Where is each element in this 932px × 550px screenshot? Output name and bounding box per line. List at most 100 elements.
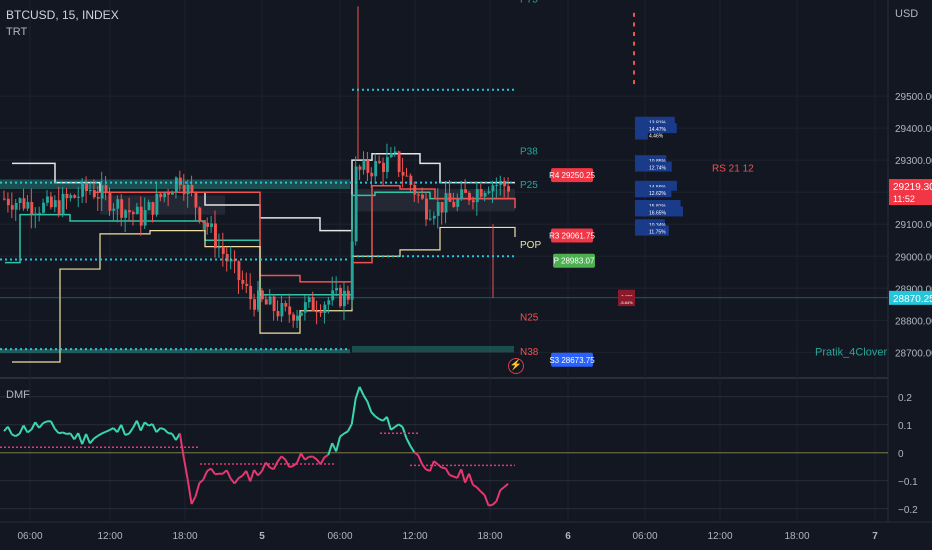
level-lines	[0, 88, 888, 351]
dmf-segment	[34, 421, 40, 429]
axes: 29500.0029400.0029300.0029200.0029100.00…	[17, 92, 932, 542]
candle-body	[335, 287, 339, 291]
dmf-segment	[198, 478, 204, 484]
volume-bar	[635, 200, 681, 211]
candle-body	[323, 304, 327, 313]
volume-label: 11.75%	[649, 230, 666, 236]
candle-body	[425, 198, 428, 220]
dmf-segment	[26, 428, 32, 434]
candle-body	[112, 208, 116, 211]
dmf-title[interactable]: DMF	[6, 389, 30, 401]
symbol-title[interactable]: BTCUSD, 15, INDEX	[6, 8, 119, 22]
dmf-segment	[350, 398, 357, 425]
pivot-label: P38	[520, 147, 538, 158]
candle-body	[280, 303, 284, 317]
profile-tick	[633, 41, 635, 46]
candle-body	[452, 201, 456, 207]
price-tick: 28700.00	[895, 348, 932, 359]
dmf-segment	[327, 442, 334, 456]
dmf-segment	[11, 433, 17, 438]
side-label: RS 21 12	[712, 163, 754, 174]
dmf-segment	[81, 433, 87, 445]
dmf-segment	[124, 432, 130, 436]
dmf-segment	[139, 421, 146, 432]
profile-tick	[633, 80, 635, 85]
currency-label: USD	[895, 8, 919, 20]
volume-bar	[635, 161, 672, 172]
candle-body	[249, 285, 253, 300]
flag-box	[551, 352, 593, 367]
candle-body	[6, 198, 10, 206]
price-tick: 29100.00	[895, 220, 932, 231]
candle-body	[96, 197, 100, 199]
candle-body	[202, 220, 206, 223]
price-tick: 28800.00	[895, 316, 932, 327]
volume-label: 16.65%	[649, 210, 667, 216]
candle-body	[268, 296, 272, 305]
candle-body	[49, 196, 53, 208]
candle-body	[206, 222, 210, 227]
volume-label: 12.62%	[649, 191, 667, 197]
candle-body	[92, 190, 96, 198]
candle-body	[397, 151, 401, 172]
price-tag	[889, 290, 932, 305]
watermark: Pratik_4Clover	[815, 347, 887, 359]
dmf-segment	[335, 436, 342, 452]
candle-body	[100, 185, 104, 199]
dmf-segment	[85, 433, 91, 444]
dmf-segment	[460, 468, 467, 483]
candle-body	[253, 299, 256, 310]
candle-body	[276, 311, 280, 317]
dmf-segment	[296, 452, 302, 464]
dmf-segment	[171, 433, 177, 441]
volume-label: 14.47%	[649, 127, 667, 133]
candle-body	[331, 290, 335, 301]
candle-body	[288, 306, 292, 315]
candle-body	[174, 177, 178, 193]
profile-tick	[633, 22, 635, 27]
dmf-segment	[163, 428, 169, 434]
dmf-segment	[483, 494, 490, 506]
candle-body	[22, 198, 26, 209]
dmf-segment	[495, 489, 502, 502]
dmf-segment	[409, 445, 416, 453]
candle-body	[116, 199, 120, 209]
volume-bar	[635, 206, 683, 217]
candle-body	[327, 300, 331, 305]
candle-body	[159, 193, 163, 198]
candle-body	[393, 151, 397, 154]
dmf-segment	[480, 490, 486, 496]
time-tick: 12:00	[707, 531, 732, 542]
candle-body	[108, 192, 112, 211]
candle-body	[307, 297, 311, 303]
candle-body	[30, 202, 34, 215]
lightning-icon[interactable]: ⚡	[508, 358, 524, 374]
time-tick: 12:00	[97, 531, 122, 542]
candle-body	[120, 199, 124, 218]
dmf-segment	[464, 473, 470, 484]
volume-bar	[635, 219, 665, 230]
yellow-line	[12, 226, 516, 363]
candle-body	[417, 194, 421, 196]
candle-body	[405, 175, 409, 177]
dmf-segment	[190, 496, 197, 505]
candle-body	[57, 200, 61, 214]
dmf-segment	[22, 424, 29, 433]
indicator-title[interactable]: TRT	[6, 26, 28, 38]
price-tag-text: 29219.30	[893, 182, 932, 193]
flag-text: S3 28673.75	[549, 356, 595, 365]
candle-body	[479, 189, 483, 197]
candle-body	[210, 223, 214, 227]
dmf-segment	[249, 469, 256, 482]
time-tick: 06:00	[17, 531, 42, 542]
candle-body	[45, 196, 49, 203]
candle-body	[38, 212, 42, 214]
candle-body	[42, 202, 45, 213]
volume-bar	[635, 116, 675, 127]
flag-box	[551, 168, 593, 183]
candle-body	[104, 185, 108, 193]
dmf-segment	[394, 423, 400, 428]
candle-body	[299, 312, 303, 316]
dmf-segment	[128, 427, 134, 435]
